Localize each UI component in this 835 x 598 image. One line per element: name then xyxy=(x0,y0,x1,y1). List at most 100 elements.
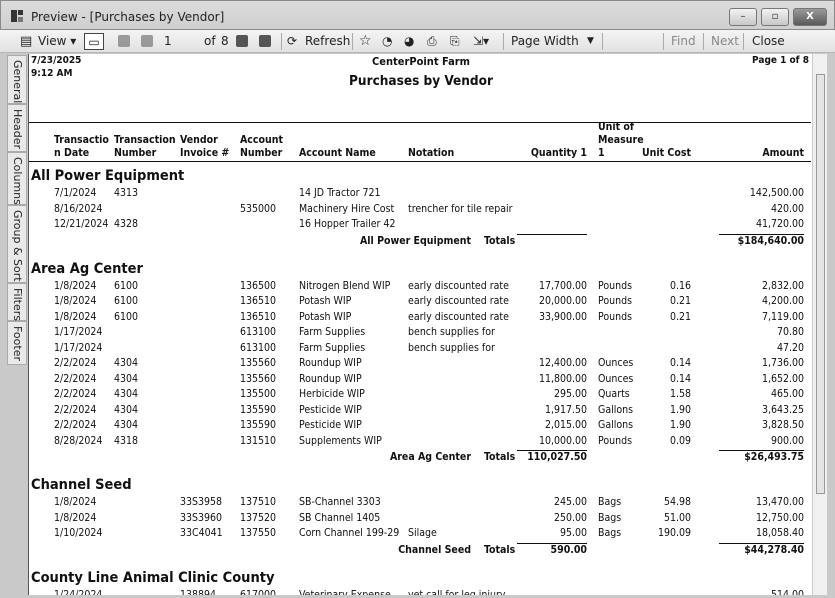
amount-total: $184,640.00 xyxy=(737,234,804,247)
account-number-cell: 613100 xyxy=(240,326,277,338)
notation-cell: vet call for leg injury xyxy=(408,588,506,596)
report-time: 9:12 AM xyxy=(31,68,73,79)
column-header-unit-of-measure: Unit of xyxy=(598,121,635,133)
vendor-group-header: Channel Seed xyxy=(31,477,132,493)
print-icon[interactable]: ⎙ xyxy=(427,34,437,48)
maximize-button[interactable]: ▫ xyxy=(761,8,789,26)
quantity-cell: 245.00 xyxy=(553,496,587,508)
zoom-select[interactable]: Page Width xyxy=(511,34,579,48)
print-setup-icon[interactable]: ⎘ xyxy=(450,34,460,48)
quantity-cell: 12,400.00 xyxy=(538,357,587,369)
amount-cell: 2,832.00 xyxy=(761,279,804,292)
minimize-button[interactable]: – xyxy=(729,8,757,26)
zoom-dropdown-icon[interactable]: ▼ xyxy=(587,36,594,46)
company-name: CenterPoint Farm xyxy=(371,55,470,68)
gauge-icon[interactable]: ◔ xyxy=(382,34,393,48)
unit-of-measure-cell: Pounds xyxy=(598,279,632,292)
vendor-group-header: Area Ag Center xyxy=(31,260,143,277)
comment-icon[interactable]: ▭ xyxy=(84,33,104,50)
amount-cell: 3,643.25 xyxy=(761,403,804,416)
quantity-cell: 250.00 xyxy=(553,511,587,524)
transaction-date-cell: 1/8/2024 xyxy=(54,496,97,508)
refresh-icon[interactable]: ⟳ xyxy=(287,34,298,48)
transaction-number-cell: 4304 xyxy=(114,419,139,431)
view-menu[interactable]: View ▾ xyxy=(38,34,77,48)
quantity-total-rule xyxy=(517,542,587,544)
transaction-number-cell: 6100 xyxy=(114,295,139,307)
amount-cell: 900.00 xyxy=(770,434,804,447)
account-number-cell: 617000 xyxy=(240,588,277,596)
unit-of-measure-cell: Pounds xyxy=(598,310,632,323)
transaction-date-cell: 1/24/2024 xyxy=(54,588,103,596)
export-icon[interactable]: ⇲▾ xyxy=(473,34,490,48)
quantity-total-rule xyxy=(517,450,587,451)
unit-of-measure-cell: Ounces xyxy=(598,357,634,369)
tab-general[interactable]: General xyxy=(7,55,27,104)
quantity-cell: 10,000.00 xyxy=(538,434,587,447)
unit-of-measure-cell: Bags xyxy=(598,527,622,539)
first-page-button[interactable] xyxy=(118,35,130,47)
tab-group-sort[interactable]: Group & Sort xyxy=(7,205,27,283)
account-name-cell: Corn Channel 199-29 xyxy=(299,527,400,539)
transaction-date-cell: 1/8/2024 xyxy=(54,310,97,323)
column-header-unit-cost: Unit Cost xyxy=(642,147,691,159)
notation-cell: early discounted rate xyxy=(408,279,509,292)
amount-cell: 3,828.50 xyxy=(761,419,804,431)
page-number-input[interactable]: 1 xyxy=(164,34,172,48)
account-number-cell: 135590 xyxy=(240,419,277,431)
chart-icon[interactable]: ◕ xyxy=(404,34,415,48)
report-page: 7/23/2025 9:12 AM CenterPoint Farm Purch… xyxy=(28,54,812,595)
amount-cell: 142,500.00 xyxy=(749,187,804,199)
transaction-date-cell: 1/10/2024 xyxy=(54,527,103,539)
amount-cell: 7,119.00 xyxy=(761,310,804,323)
quantity-cell: 1,917.50 xyxy=(544,403,587,416)
tab-header[interactable]: Header xyxy=(7,104,27,152)
transaction-date-cell: 8/16/2024 xyxy=(54,202,103,215)
tab-footer[interactable]: Footer xyxy=(7,321,27,365)
transaction-number-cell: 4313 xyxy=(114,187,139,199)
notation-cell: early discounted rate xyxy=(408,310,509,323)
transaction-number-cell: 6100 xyxy=(114,279,139,292)
totals-label: Totals xyxy=(484,451,516,463)
tab-label: General xyxy=(11,60,24,104)
last-page-button[interactable] xyxy=(259,35,271,47)
account-name-cell: Herbicide WIP xyxy=(299,388,365,400)
title-bar: Preview - [Purchases by Vendor] – ▫ X xyxy=(0,0,835,30)
unit-cost-cell: 51.00 xyxy=(663,511,691,524)
find-button[interactable]: Find xyxy=(671,34,696,48)
column-header-transaction-date: n Date xyxy=(54,147,90,159)
account-name-cell: Roundup WIP xyxy=(299,357,362,369)
prev-page-button[interactable] xyxy=(141,35,153,47)
amount-cell: 514.00 xyxy=(770,588,804,596)
close-window-button[interactable]: X xyxy=(793,8,827,26)
amount-cell: 1,652.00 xyxy=(761,372,804,385)
quantity-cell: 2,015.00 xyxy=(544,419,587,431)
unit-of-measure-cell: Bags xyxy=(598,511,622,524)
unit-cost-cell: 0.16 xyxy=(669,279,691,292)
scrollbar-thumb[interactable] xyxy=(816,74,825,494)
transaction-date-cell: 1/17/2024 xyxy=(54,341,103,354)
unit-cost-cell: 1.58 xyxy=(669,388,691,400)
next-page-button[interactable] xyxy=(236,35,248,47)
refresh-button[interactable]: Refresh xyxy=(305,34,351,48)
unit-cost-cell: 0.21 xyxy=(669,295,691,307)
column-header-amount: Amount xyxy=(762,147,804,159)
amount-total: $26,493.75 xyxy=(744,451,804,463)
column-header-vendor-invoice: Vendor xyxy=(180,134,218,146)
tab-filters[interactable]: Filters xyxy=(7,283,27,321)
account-name-cell: 14 JD Tractor 721 xyxy=(299,187,381,199)
transaction-date-cell: 1/17/2024 xyxy=(54,326,103,338)
page-indicator: Page 1 of 8 xyxy=(752,55,809,66)
account-name-cell: SB-Channel 3303 xyxy=(299,496,381,508)
close-button[interactable]: Close xyxy=(752,34,785,48)
unit-of-measure-cell: Pounds xyxy=(598,434,632,447)
amount-cell: 465.00 xyxy=(770,388,804,400)
header-top-rule xyxy=(29,122,811,123)
amount-cell: 12,750.00 xyxy=(755,511,804,524)
next-button[interactable]: Next xyxy=(711,34,739,48)
transaction-number-cell: 4304 xyxy=(114,388,139,400)
vertical-scrollbar[interactable] xyxy=(812,54,827,595)
transaction-date-cell: 1/8/2024 xyxy=(54,279,97,292)
favorite-star-icon[interactable]: ☆ xyxy=(359,33,372,49)
tab-columns[interactable]: Columns xyxy=(7,152,27,205)
